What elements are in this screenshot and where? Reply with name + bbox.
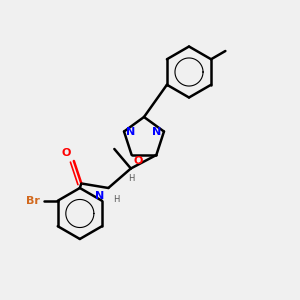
- Text: H: H: [113, 195, 119, 204]
- Text: H: H: [129, 174, 135, 183]
- Text: N: N: [152, 127, 162, 136]
- Text: N: N: [126, 127, 136, 136]
- Text: O: O: [61, 148, 71, 158]
- Text: Br: Br: [26, 196, 40, 206]
- Text: N: N: [95, 191, 105, 201]
- Text: O: O: [133, 157, 142, 166]
